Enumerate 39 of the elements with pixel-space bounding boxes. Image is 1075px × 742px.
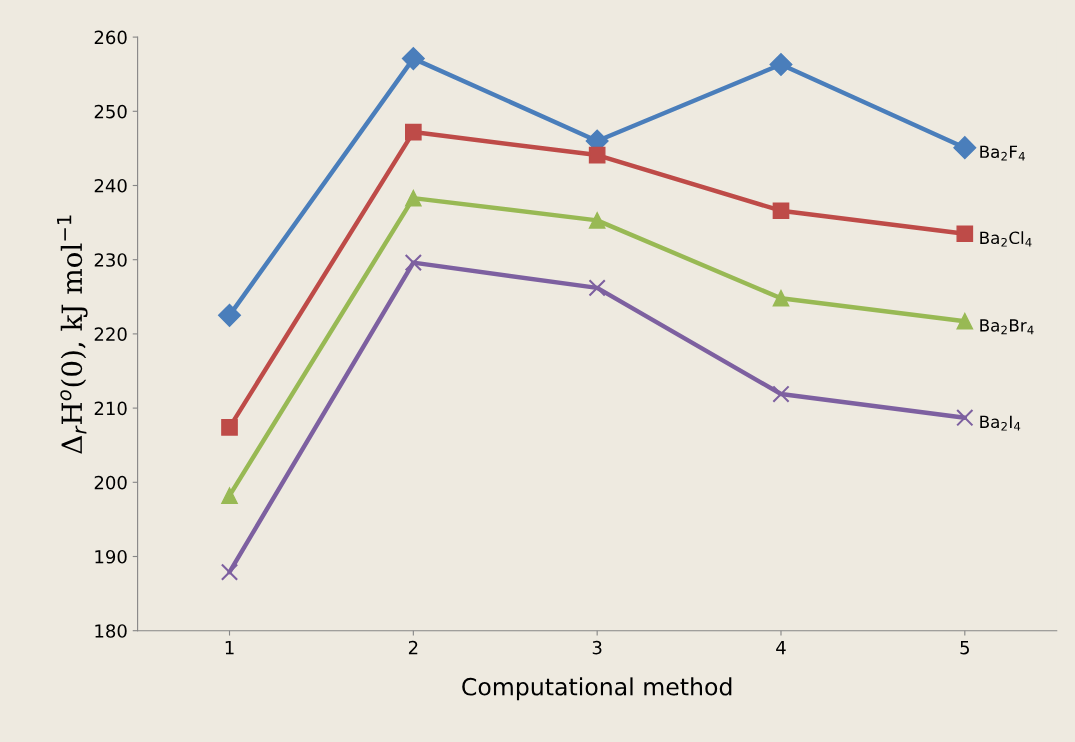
point [401,47,425,71]
y-tick-label: 180 [95,624,127,638]
point [405,123,422,141]
y-tick-label: 240 [94,178,127,193]
series-label: Ba$_{2}$I$_{4}$ [980,415,1021,431]
point [772,385,790,403]
point [769,53,793,77]
point [956,312,974,330]
y-tick-label: 210 [94,401,127,416]
point [772,289,790,307]
y-axis-title: Δ$_{r}$H$^{o}$(0), kJ mol$^{−1}$ [57,215,88,454]
series-label: Ba$_{2}$Br$_{4}$ [980,319,1034,335]
x-tick-label: 2 [408,640,418,655]
point [588,212,606,229]
y-tick-label: 260 [94,30,127,45]
point [221,419,238,436]
point [404,253,423,272]
series-label: Ba$_{2}$Cl$_{4}$ [980,231,1032,247]
x-tick-label: 4 [776,640,786,655]
x-axis-title: Computational method [462,677,732,701]
point [588,279,606,297]
point [218,303,242,327]
y-tick-label: 200 [94,475,127,490]
y-tick-label: 250 [94,104,127,119]
point [221,487,238,504]
y-tick-label: 230 [94,253,127,267]
point [956,409,974,427]
series-label: Ba$_{2}$F$_{4}$ [980,145,1025,161]
point [588,146,606,164]
point [220,563,239,581]
x-tick-label: 1 [225,640,234,655]
point [405,189,422,207]
y-tick-label: 220 [94,327,127,342]
x-tick-label: 5 [960,640,969,655]
point [953,136,977,160]
point [772,202,790,220]
point [956,225,974,243]
y-tick-label: 190 [95,549,127,564]
x-tick-label: 3 [592,640,602,655]
